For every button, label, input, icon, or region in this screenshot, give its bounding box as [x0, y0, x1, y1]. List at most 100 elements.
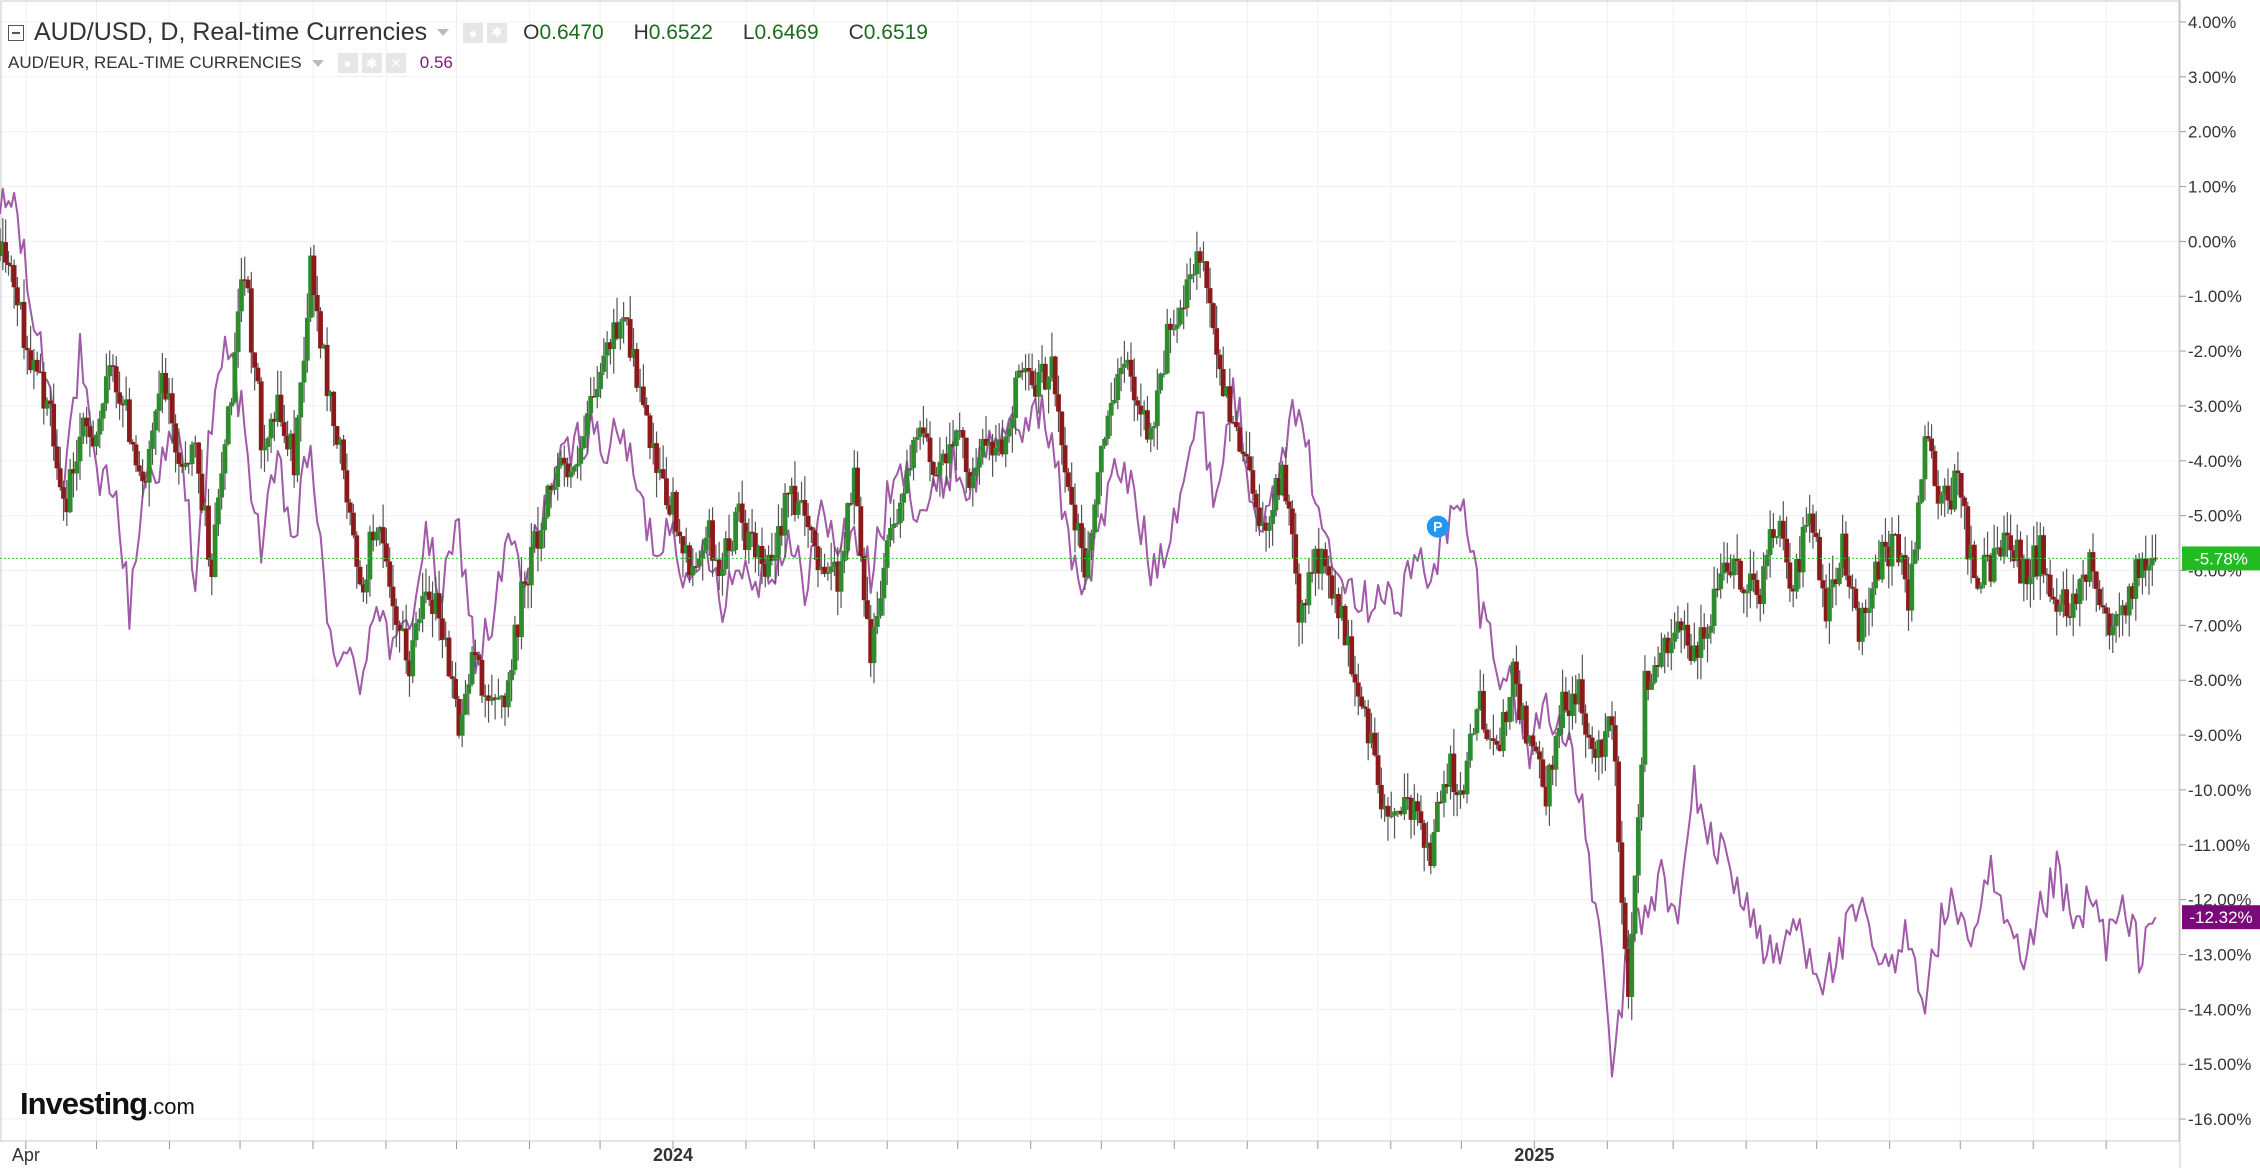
candle-down: [749, 531, 755, 534]
candle-down: [2123, 605, 2129, 616]
candle-up: [469, 652, 475, 685]
candle-down: [347, 502, 353, 513]
candle-down: [812, 530, 818, 547]
candle-up: [1527, 735, 1533, 744]
candle-down: [2008, 535, 2014, 551]
candle-down: [2107, 613, 2112, 636]
candle-up: [44, 400, 50, 409]
candle-up: [1691, 645, 1697, 661]
gear-icon[interactable]: ✱: [487, 22, 508, 43]
x-axis[interactable]: Apr 2024 2025: [12, 1141, 2107, 1165]
candle-down: [1079, 523, 1084, 549]
candle-down: [1065, 472, 1071, 487]
candle-down: [1988, 555, 1994, 582]
candle-down: [1695, 645, 1701, 658]
candle-down: [199, 473, 205, 511]
candle-up: [578, 447, 584, 464]
candle-down: [802, 499, 808, 516]
candle-down: [143, 481, 149, 483]
candle-down: [179, 464, 185, 467]
candle-down: [1550, 764, 1556, 770]
candle-up: [832, 561, 837, 567]
candle-down: [779, 526, 785, 536]
close-icon[interactable]: ✕: [385, 53, 406, 73]
candle-down: [11, 265, 17, 288]
candle-up: [67, 469, 73, 513]
candle-up: [1448, 753, 1453, 787]
candle-down: [2074, 593, 2079, 604]
candle-down: [1906, 579, 1911, 611]
candle-up: [1939, 494, 1944, 504]
candle-down: [1494, 740, 1500, 745]
ohlc-values: O0.6470 H0.6522 L0.6469 C0.6519: [523, 21, 952, 45]
candle-down: [196, 442, 202, 474]
compare-series-title[interactable]: AUD/EUR, REAL-TIME CURRENCIES: [8, 53, 302, 72]
candle-up: [2027, 577, 2033, 585]
candle-down: [1876, 561, 1882, 580]
gear-icon[interactable]: ✱: [361, 53, 382, 73]
candle-down: [486, 695, 491, 701]
eye-icon[interactable]: ●: [337, 53, 358, 73]
candle-down: [173, 423, 178, 453]
candle-up: [364, 579, 370, 593]
candle-down: [1207, 288, 1213, 304]
candle-up: [1576, 679, 1582, 705]
candle-up: [782, 492, 788, 536]
candle-up: [321, 344, 327, 349]
candle-down: [127, 399, 132, 442]
main-series-title[interactable]: AUD/USD, D, Real-time Currencies: [34, 18, 428, 46]
candle-down: [591, 396, 597, 398]
candle-down: [1645, 670, 1651, 690]
candle-up: [1092, 504, 1098, 533]
candle-up: [733, 511, 739, 550]
candle-down: [1362, 706, 1368, 709]
candle-up: [2113, 614, 2119, 627]
candle-down: [331, 391, 337, 427]
candle-up: [1570, 693, 1575, 716]
candle-up: [568, 471, 574, 478]
chevron-down-icon[interactable]: [437, 29, 450, 36]
candle-down: [258, 381, 264, 451]
candle-down: [1790, 588, 1796, 592]
candle-down: [281, 422, 287, 436]
low-label: L: [742, 20, 755, 44]
candle-down: [57, 468, 63, 488]
candle-up: [1698, 627, 1704, 658]
candle-up: [2080, 574, 2086, 580]
candle-up: [1184, 279, 1190, 309]
candle-up: [690, 566, 696, 576]
candle-down: [743, 522, 748, 551]
chevron-down-icon[interactable]: [311, 59, 324, 67]
candle-up: [1873, 561, 1878, 589]
candle-up: [2146, 565, 2152, 571]
candle-up: [1635, 817, 1641, 876]
candle-down: [472, 652, 478, 656]
candle-down: [1757, 594, 1763, 604]
candle-down: [8, 264, 14, 267]
eye-icon[interactable]: ●: [463, 22, 484, 43]
candle-down: [1168, 323, 1173, 330]
candle-down: [687, 545, 692, 576]
candle-down: [1626, 948, 1631, 997]
candle-down: [1820, 580, 1826, 589]
candle-down: [1217, 354, 1223, 370]
y-tick-label: 3.00%: [2188, 68, 2236, 87]
candle-down: [1998, 547, 2004, 557]
candle-down: [1250, 470, 1256, 494]
collapse-legend-button[interactable]: [8, 24, 24, 41]
open-value: 0.6470: [539, 20, 604, 44]
y-axis[interactable]: 4.00% 3.00% 2.00% 1.00% 0.00% -1.00% -2.00% -3.…: [2180, 13, 2251, 1129]
candle-up: [123, 399, 129, 406]
candle-up: [1830, 579, 1836, 588]
candle-up: [1464, 760, 1470, 795]
candle-up: [1115, 374, 1121, 400]
candle-down: [673, 492, 679, 532]
event-marker[interactable]: P: [1426, 515, 1449, 538]
candle-down: [278, 394, 284, 423]
candle-up: [2140, 558, 2145, 578]
candle-down: [15, 287, 20, 306]
candle-down: [2136, 559, 2142, 578]
candle-up: [947, 444, 953, 464]
candle-down: [614, 322, 620, 339]
